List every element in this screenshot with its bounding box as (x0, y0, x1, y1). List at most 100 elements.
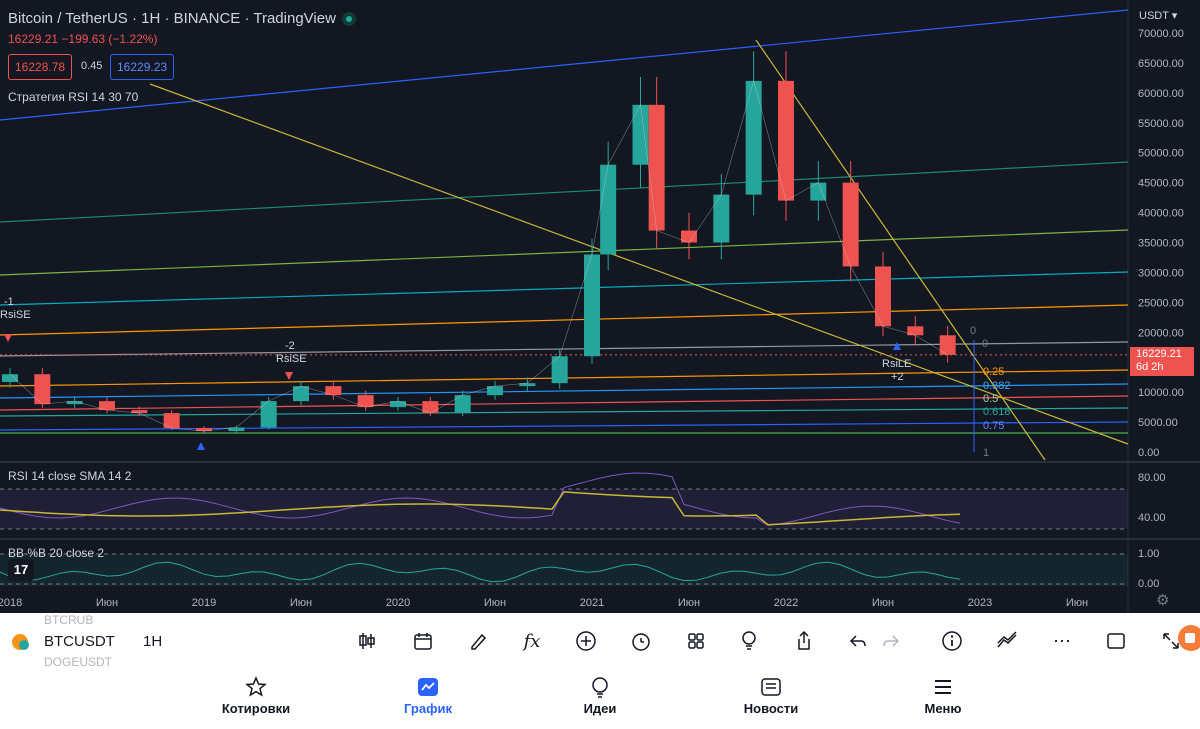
bb-tick-label: 0.00 (1138, 578, 1159, 590)
nav-menu[interactable]: Меню (883, 675, 1003, 716)
nav-label: Новости (743, 701, 799, 716)
candle-body (228, 427, 245, 432)
lightbulb-icon (592, 677, 608, 698)
nav-label-active: График (404, 701, 452, 716)
candle-body (875, 266, 891, 327)
channel-line (0, 161, 1129, 223)
rsi-label[interactable]: RSI 14 close SMA 14 2 (8, 469, 132, 483)
currency-selector[interactable]: USDT ▾ (1139, 10, 1178, 22)
sell-price-box[interactable]: 16228.78 (8, 54, 73, 80)
price-tick-label: 55000.00 (1138, 118, 1184, 130)
add-plus-icon[interactable] (572, 627, 600, 655)
candle-body (907, 326, 924, 336)
candle-body (325, 386, 342, 396)
sell-signal-arrow (285, 372, 293, 380)
layout-grid-icon[interactable] (682, 627, 710, 655)
share-icon[interactable] (790, 627, 818, 655)
nav-news[interactable]: Новости (711, 675, 831, 716)
nav-chart[interactable]: График (368, 675, 488, 716)
candle-body (842, 182, 859, 267)
symbol-next[interactable]: DOGEUSDT (44, 655, 113, 669)
settings-gear-icon[interactable]: ⚙ (1156, 592, 1170, 609)
candle-body (648, 104, 665, 231)
info-icon[interactable] (938, 627, 966, 655)
candle-body (519, 383, 536, 387)
time-tick-label: 2019 (192, 597, 216, 609)
symbol-selector[interactable]: BTCUSDT (44, 633, 115, 650)
rsi-line (0, 472, 961, 526)
hamburger-menu-icon (935, 680, 951, 694)
redo-icon[interactable] (877, 627, 905, 655)
expand-arrows-icon[interactable] (1157, 627, 1185, 655)
rsi-band (0, 489, 1128, 529)
sell-signal-arrow (4, 334, 12, 342)
rsi-tick-label: 80.00 (1138, 472, 1166, 484)
more-dots-icon[interactable]: ⋯ (1053, 630, 1071, 651)
rsi-sma-line (0, 491, 961, 526)
candle-body (196, 428, 212, 432)
chart-toolbar: BTCRUB BTCUSDT DOGEUSDT 1H fx ⋯ (0, 613, 1200, 669)
interval-selector[interactable]: 1H (143, 633, 163, 650)
fib-line (0, 383, 1129, 399)
price-tick-label: 60000.00 (1138, 88, 1184, 100)
price-tick-label: 30000.00 (1138, 267, 1184, 279)
nav-ideas[interactable]: Идеи (540, 675, 660, 716)
fullscreen-square-icon[interactable] (1102, 627, 1130, 655)
candle-body (713, 194, 730, 243)
candle-body (454, 395, 471, 414)
symbol-logo-icon (10, 632, 30, 652)
chart-title-text: Bitcoin / TetherUS · 1H · BINANCE · Trad… (8, 10, 336, 27)
candle-body (681, 230, 697, 243)
live-status-icon (341, 12, 356, 27)
current-price-value: 16229.21 (1136, 348, 1182, 360)
signal-right-label: RsiLE (882, 358, 912, 370)
candle-body (778, 80, 794, 201)
bb-band (0, 554, 1128, 586)
news-icon (761, 678, 781, 696)
signal-left-label: RsiSE (0, 309, 31, 321)
channel-line (0, 341, 1129, 357)
candle-body (584, 254, 600, 357)
alarm-clock-icon[interactable] (627, 627, 655, 655)
signal-left-num: -1 (4, 296, 14, 308)
fib-line (0, 395, 1129, 411)
nav-label: Меню (924, 701, 962, 716)
candle-countdown: 6d 2h (1136, 361, 1164, 373)
chart-area[interactable]: 70000.00 65000.00 60000.00 55000.00 50000.00… (0, 0, 1200, 613)
price-tick-label: 40000.00 (1138, 208, 1184, 220)
chart-canvas[interactable]: 70000.00 65000.00 60000.00 55000.00 50000.00… (0, 0, 1200, 613)
calendar-range-icon[interactable] (409, 627, 437, 655)
time-tick-label: 2023 (968, 597, 992, 609)
time-tick-label: 2021 (580, 597, 604, 609)
indicators-fx-icon[interactable]: fx (523, 630, 541, 652)
price-tick-label: 20000.00 (1138, 327, 1184, 339)
time-tick-label: Июн (290, 597, 312, 609)
fib-level: 0.382 (983, 380, 1011, 392)
undo-icon[interactable] (844, 627, 872, 655)
nav-quotes[interactable]: Котировки (196, 675, 316, 716)
candle-body (632, 104, 649, 165)
drawing-pen-icon[interactable] (464, 627, 492, 655)
star-icon (245, 676, 267, 697)
strategy-label[interactable]: Стратегия RSI 14 30 70 (8, 90, 139, 104)
record-overlay-icon[interactable] (1178, 625, 1200, 651)
signal-mid-label: RsiSE (276, 353, 307, 365)
fib-level: 1 (983, 447, 990, 459)
bb-percent-line (0, 561, 961, 583)
time-tick-label: Июн (678, 597, 700, 609)
candle-body (745, 80, 762, 195)
chart-type-line-icon[interactable] (993, 627, 1021, 655)
buy-price-box[interactable]: 16229.23 (110, 54, 175, 80)
candle-type-icon[interactable] (353, 627, 381, 655)
idea-lightbulb-icon[interactable] (735, 627, 763, 655)
candle-body (66, 401, 83, 405)
bb-label[interactable]: BB %B 20 close 2 (8, 546, 105, 560)
fib-line (0, 421, 1129, 431)
symbol-prev[interactable]: BTCRUB (44, 613, 94, 627)
buy-signal-arrow (893, 342, 901, 350)
time-tick-label: Июн (1066, 597, 1088, 609)
chart-title: Bitcoin / TetherUS · 1H · BINANCE · Trad… (8, 10, 356, 27)
trend-line-upper (0, 9, 1129, 121)
candle-body (131, 410, 148, 414)
signal-mid-num: -2 (285, 340, 295, 352)
